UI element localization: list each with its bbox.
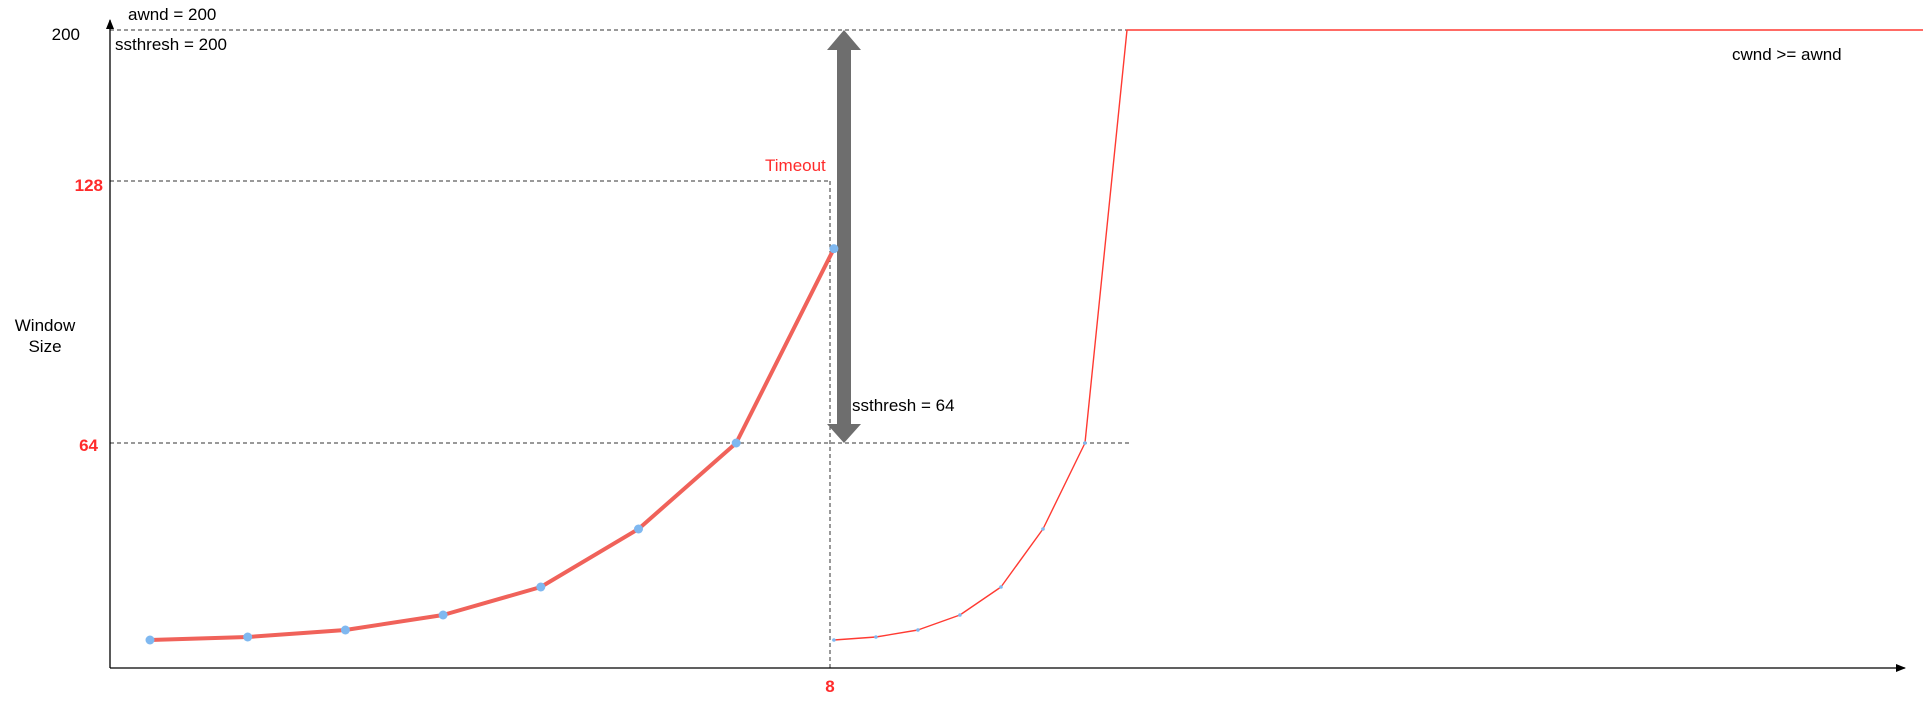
x-tick-8: 8 bbox=[825, 677, 834, 696]
ssthresh-reduction-arrow bbox=[827, 30, 861, 443]
data-point-marker bbox=[916, 628, 920, 632]
ssthresh-new-label: ssthresh = 64 bbox=[852, 396, 955, 415]
data-point-marker bbox=[829, 244, 839, 254]
awnd-label: awnd = 200 bbox=[128, 5, 216, 24]
data-point-marker bbox=[1083, 441, 1087, 445]
y-tick-64: 64 bbox=[79, 436, 98, 455]
data-point-marker bbox=[999, 585, 1003, 589]
data-point-marker bbox=[634, 524, 643, 534]
recovery-curve bbox=[833, 29, 1923, 641]
y-axis-label-line1: Window bbox=[15, 316, 76, 335]
data-point-marker bbox=[145, 635, 155, 645]
y-axis-label-line2: Size bbox=[28, 337, 61, 356]
y-tick-128: 128 bbox=[75, 176, 103, 195]
data-point-marker bbox=[340, 625, 350, 635]
slow-start-curve bbox=[148, 246, 836, 642]
data-point-marker bbox=[874, 635, 878, 639]
data-point-marker bbox=[731, 438, 741, 448]
data-point-marker bbox=[958, 613, 962, 617]
cwnd-cap-label: cwnd >= awnd bbox=[1732, 45, 1842, 64]
y-tick-200: 200 bbox=[52, 25, 80, 44]
data-point-marker bbox=[832, 638, 836, 642]
series-layer bbox=[145, 29, 1923, 645]
ssthresh-initial-label: ssthresh = 200 bbox=[115, 35, 227, 54]
data-point-marker bbox=[536, 582, 546, 592]
timeout-label: Timeout bbox=[765, 156, 826, 175]
data-point-marker bbox=[438, 610, 448, 620]
data-point-marker bbox=[243, 632, 253, 642]
data-point-marker bbox=[1041, 527, 1045, 531]
